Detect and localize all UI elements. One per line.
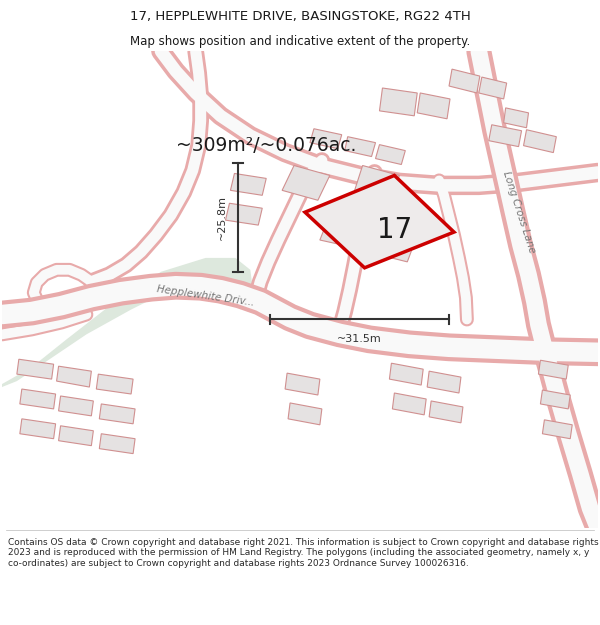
Polygon shape [427, 371, 461, 393]
Polygon shape [376, 144, 406, 164]
Polygon shape [59, 426, 94, 446]
Polygon shape [97, 374, 133, 394]
Polygon shape [368, 220, 419, 262]
Text: ~31.5m: ~31.5m [337, 334, 382, 344]
Polygon shape [226, 203, 262, 225]
Polygon shape [379, 88, 417, 116]
Text: 17: 17 [377, 216, 412, 244]
Polygon shape [282, 166, 330, 200]
Polygon shape [59, 396, 94, 416]
Polygon shape [305, 176, 454, 268]
Text: Hepplewhite Driv...: Hepplewhite Driv... [156, 284, 255, 308]
Polygon shape [392, 393, 426, 415]
Polygon shape [17, 359, 53, 379]
Polygon shape [2, 51, 253, 387]
Text: 17, HEPPLEWHITE DRIVE, BASINGSTOKE, RG22 4TH: 17, HEPPLEWHITE DRIVE, BASINGSTOKE, RG22… [130, 10, 470, 23]
Text: Long Cross Lane: Long Cross Lane [500, 170, 536, 254]
Polygon shape [542, 420, 572, 439]
Polygon shape [56, 366, 91, 387]
Polygon shape [100, 404, 135, 424]
Text: Map shows position and indicative extent of the property.: Map shows position and indicative extent… [130, 35, 470, 48]
Polygon shape [541, 390, 570, 409]
Polygon shape [20, 389, 56, 409]
Polygon shape [503, 108, 529, 127]
Polygon shape [489, 125, 521, 147]
Polygon shape [288, 403, 322, 425]
Polygon shape [538, 360, 568, 379]
Polygon shape [20, 419, 56, 439]
Text: Contains OS data © Crown copyright and database right 2021. This information is : Contains OS data © Crown copyright and d… [8, 538, 598, 568]
Polygon shape [417, 93, 450, 119]
Polygon shape [100, 434, 135, 454]
Polygon shape [230, 174, 266, 195]
Text: ~309m²/~0.076ac.: ~309m²/~0.076ac. [176, 136, 356, 155]
Text: ~25.8m: ~25.8m [217, 194, 226, 239]
Polygon shape [345, 137, 376, 156]
Polygon shape [479, 77, 506, 99]
Polygon shape [355, 166, 400, 200]
Polygon shape [389, 363, 423, 385]
Polygon shape [320, 202, 379, 250]
Polygon shape [285, 373, 320, 395]
Polygon shape [429, 401, 463, 423]
Polygon shape [449, 69, 480, 93]
Polygon shape [310, 129, 342, 149]
Polygon shape [524, 130, 556, 152]
